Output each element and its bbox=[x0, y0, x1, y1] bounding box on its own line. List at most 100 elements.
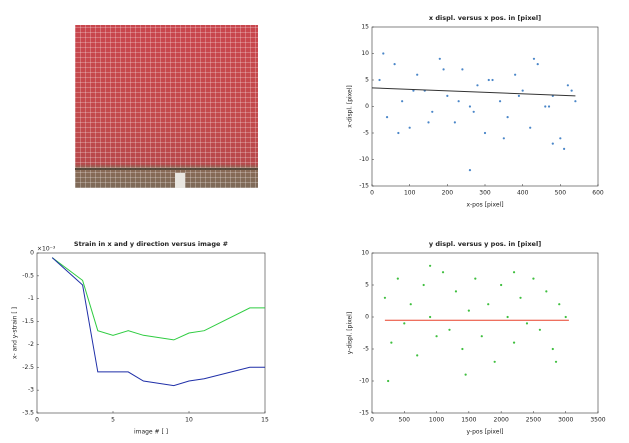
point bbox=[429, 264, 432, 267]
y-tick-label: -10 bbox=[359, 156, 369, 163]
point bbox=[438, 57, 441, 60]
x-tick-label: 100 bbox=[404, 190, 416, 197]
x-tick-label: 5 bbox=[111, 417, 115, 424]
point bbox=[441, 271, 445, 274]
point bbox=[403, 322, 406, 325]
point bbox=[396, 277, 399, 280]
point bbox=[558, 303, 561, 306]
point bbox=[464, 373, 467, 376]
point bbox=[545, 290, 548, 293]
photo-strip bbox=[75, 168, 258, 170]
point bbox=[416, 73, 419, 76]
point bbox=[538, 328, 541, 331]
point bbox=[446, 94, 449, 97]
point bbox=[427, 121, 430, 124]
y-tick-label: -3.5 bbox=[22, 410, 34, 417]
fit-line bbox=[371, 87, 576, 97]
point bbox=[529, 126, 532, 129]
point bbox=[547, 105, 551, 108]
point bbox=[408, 126, 411, 129]
y-tick-label: -3 bbox=[28, 387, 34, 394]
point bbox=[390, 341, 393, 344]
point bbox=[559, 137, 562, 140]
x-tick-label: 300 bbox=[479, 190, 491, 197]
point bbox=[554, 360, 558, 363]
x-tick-label: 0 bbox=[370, 190, 374, 197]
point bbox=[564, 315, 567, 319]
plot-area bbox=[371, 26, 599, 187]
point bbox=[544, 105, 547, 108]
point bbox=[519, 296, 522, 299]
point bbox=[472, 110, 475, 113]
point bbox=[532, 277, 535, 280]
point bbox=[431, 110, 434, 113]
point bbox=[461, 68, 464, 71]
point bbox=[487, 78, 490, 82]
x-axis-label: x-pos [pixel] bbox=[466, 202, 503, 209]
point bbox=[397, 131, 400, 135]
point bbox=[393, 63, 396, 66]
y-tick-label: -15 bbox=[359, 410, 369, 417]
point bbox=[493, 360, 496, 363]
point bbox=[512, 341, 516, 344]
point bbox=[521, 89, 524, 92]
y-tick-label: -5 bbox=[363, 130, 369, 137]
series-line bbox=[51, 257, 265, 341]
y-tick-label: -1 bbox=[28, 295, 34, 302]
y-tick-label: 0 bbox=[30, 250, 34, 257]
point bbox=[525, 322, 529, 325]
x-tick-label: 15 bbox=[261, 417, 269, 424]
point bbox=[512, 271, 516, 274]
point bbox=[574, 100, 577, 103]
point bbox=[468, 169, 472, 172]
y-tick-label: -15 bbox=[359, 183, 369, 190]
point bbox=[383, 296, 387, 299]
y-tick-label: 10 bbox=[361, 250, 369, 257]
point bbox=[453, 121, 456, 124]
point bbox=[442, 68, 445, 71]
point bbox=[506, 315, 509, 319]
point bbox=[476, 84, 479, 87]
point bbox=[491, 78, 494, 82]
x-tick-label: 1000 bbox=[429, 417, 444, 424]
x-tick-label: 400 bbox=[517, 190, 529, 197]
point bbox=[382, 52, 385, 55]
point bbox=[416, 354, 419, 357]
point bbox=[409, 303, 412, 306]
point bbox=[448, 328, 451, 331]
point bbox=[514, 73, 517, 76]
y-tick-label: -2 bbox=[28, 341, 34, 348]
point bbox=[385, 116, 389, 119]
point bbox=[506, 116, 509, 119]
x-tick-label: 10 bbox=[185, 417, 193, 424]
y-tick-label: 5 bbox=[365, 282, 369, 289]
photo bbox=[75, 25, 258, 188]
x-tick-label: 0 bbox=[35, 417, 39, 424]
series-line bbox=[51, 257, 265, 387]
point bbox=[474, 277, 477, 280]
x-tick-label: 1500 bbox=[461, 417, 476, 424]
point bbox=[487, 303, 490, 306]
y-tick-label: -1.5 bbox=[22, 318, 34, 325]
x-tick-label: 0 bbox=[370, 417, 374, 424]
x-tick-label: 2000 bbox=[494, 417, 509, 424]
point bbox=[457, 100, 460, 103]
point bbox=[422, 283, 425, 287]
y-exponent: ×10⁻³ bbox=[37, 246, 56, 253]
y-axis-label: x- and y-strain [ ] bbox=[12, 307, 19, 359]
point bbox=[467, 309, 470, 312]
point bbox=[468, 105, 472, 108]
chart-title: x displ. versus x pos. in [pixel] bbox=[429, 14, 541, 22]
point bbox=[480, 335, 483, 338]
plot-area bbox=[36, 252, 266, 414]
point bbox=[429, 315, 432, 319]
chart-title: Strain in x and y direction versus image… bbox=[74, 240, 228, 248]
point bbox=[435, 335, 438, 338]
point bbox=[551, 347, 554, 351]
point bbox=[566, 84, 569, 87]
y-tick-label: 15 bbox=[361, 24, 369, 31]
point bbox=[502, 137, 505, 140]
point bbox=[532, 57, 536, 60]
point bbox=[378, 78, 381, 82]
